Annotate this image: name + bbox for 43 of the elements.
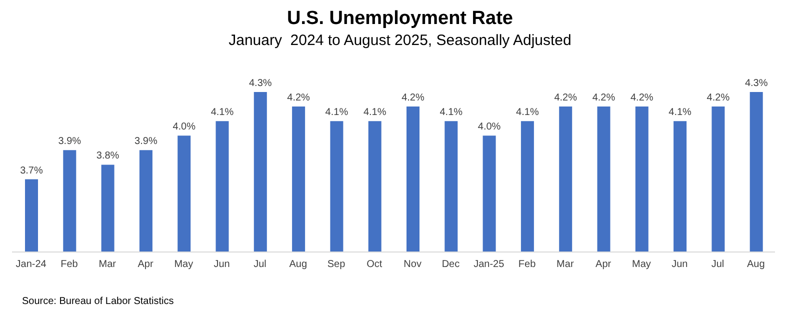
data-label: 3.7%	[20, 165, 44, 176]
data-label: 4.1%	[668, 107, 692, 118]
data-label: 4.1%	[325, 107, 348, 118]
x-tick-label: Feb	[60, 259, 78, 270]
data-label: 3.9%	[134, 136, 158, 148]
data-label: 4.2%	[706, 92, 730, 104]
chart-title: U.S. Unemployment Rate	[286, 8, 514, 30]
x-tick-label: Aug	[289, 259, 308, 270]
x-tick-label: May	[632, 259, 651, 270]
data-label: 4.2%	[402, 92, 425, 104]
data-label: 4.3%	[249, 78, 272, 89]
data-label: 4.3%	[744, 78, 768, 89]
x-tick-label: Jun	[672, 259, 688, 270]
chart-subtitle: January 2024 to August 2025, Seasonally Adjusted	[228, 32, 572, 49]
x-tick-label: May	[174, 259, 194, 270]
data-label: 4.2%	[630, 92, 654, 104]
data-label: 4.2%	[592, 92, 616, 104]
data-label: 4.0%	[478, 122, 501, 133]
x-tick-label: Oct	[366, 259, 382, 270]
data-label: 3.8%	[96, 150, 120, 162]
data-label: 4.0%	[172, 122, 196, 133]
source-note: Source: Bureau of Labor Statistics	[22, 296, 174, 307]
x-tick-label: Apr	[138, 259, 154, 270]
data-label: 4.2%	[287, 92, 310, 104]
data-label: 4.1%	[440, 107, 463, 118]
data-label: 3.9%	[58, 136, 82, 148]
x-tick-label: Jul	[711, 259, 724, 270]
x-tick-label: Mar	[556, 259, 574, 270]
x-tick-label: Jan-25	[474, 259, 505, 270]
x-tick-label: Nov	[404, 259, 422, 270]
x-tick-label: Jan-24	[16, 259, 47, 270]
x-tick-label: Apr	[596, 259, 612, 270]
data-label: 4.1%	[516, 107, 539, 118]
data-label: 4.1%	[210, 107, 234, 118]
x-tick-label: Mar	[98, 259, 117, 270]
x-tick-label: Dec	[442, 259, 460, 270]
x-tick-label: Aug	[747, 259, 765, 270]
x-tick-label: Jun	[214, 259, 230, 270]
data-label: 4.1%	[363, 107, 386, 118]
x-tick-label: Sep	[327, 259, 346, 270]
x-tick-label: Jul	[254, 259, 266, 270]
data-label: 4.2%	[554, 92, 578, 104]
x-tick-label: Feb	[518, 259, 536, 270]
